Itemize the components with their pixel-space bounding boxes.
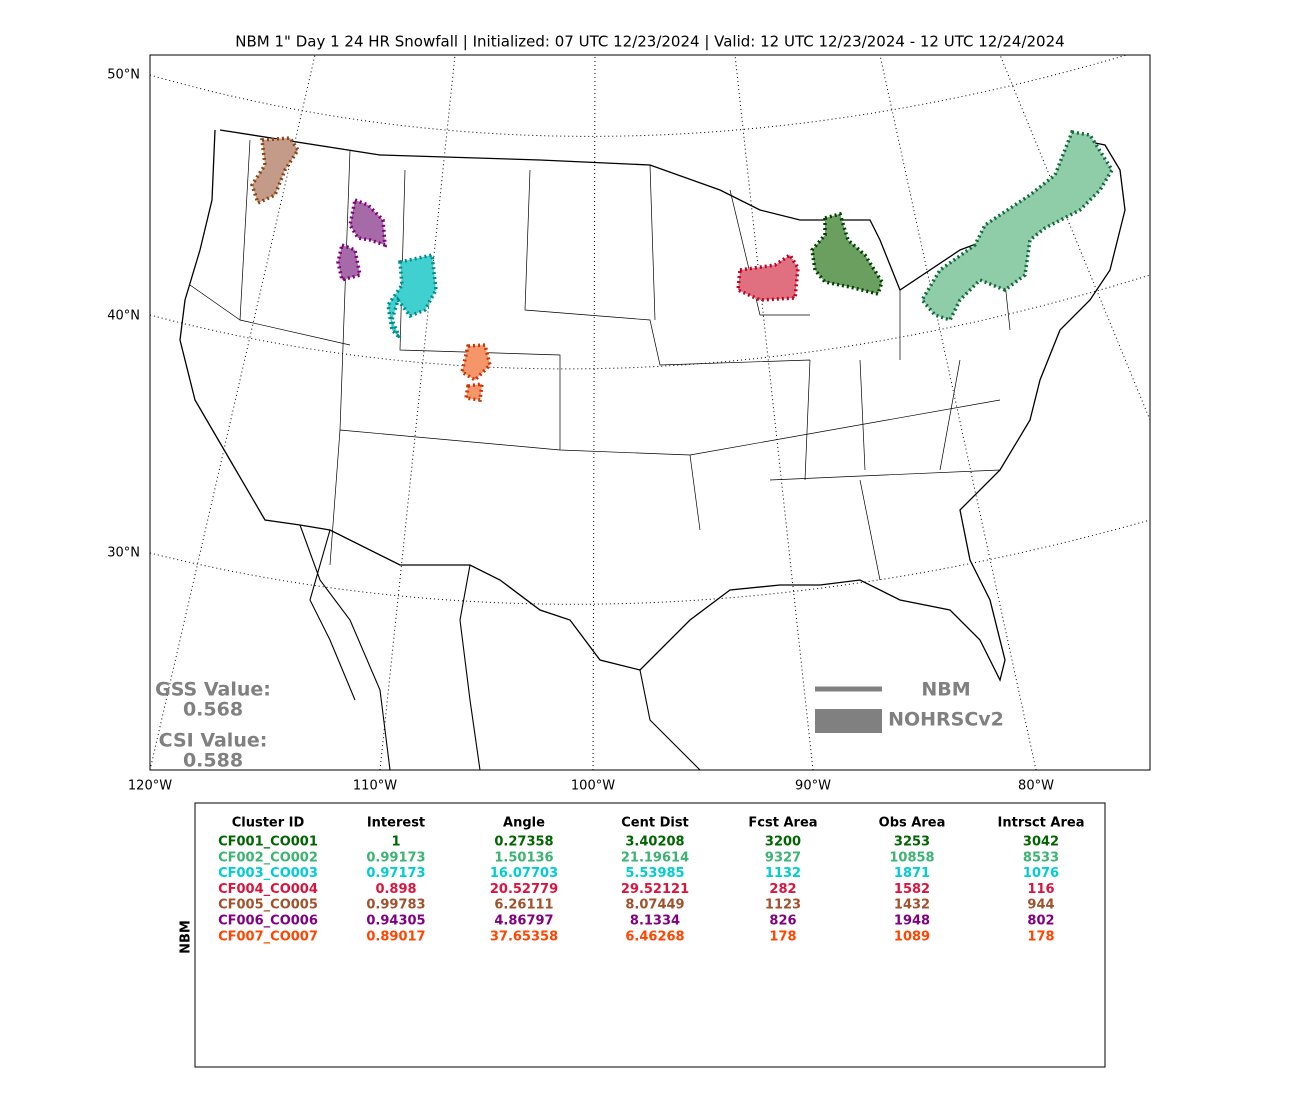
table-cell: CF006_CO006 [218,914,318,929]
table-cell: CF005_CO005 [218,898,318,913]
table-cell: 944 [1027,898,1054,913]
map-frame [149,54,1151,771]
lat-label: 40°N [107,309,140,324]
column-header: Fcst Area [748,816,817,831]
snow-clusters [250,130,1115,402]
table-cell: 3253 [894,835,930,850]
table-cell: 802 [1027,914,1054,929]
table-cell: 20.52779 [490,882,558,897]
table-cell: 282 [769,882,796,897]
table-cell: 5.53985 [625,866,684,881]
title: NBM 1" Day 1 24 HR Snowfall | Initialize… [235,33,1064,51]
graticule [150,55,1150,605]
table-cell: 3200 [765,835,801,850]
table-cell: 0.94305 [366,914,425,929]
table-cell: 1432 [894,898,930,913]
land-outline [179,129,1126,682]
table-cell: 1132 [765,866,801,881]
cluster-cf006 [336,197,387,283]
table-cell: 1.50136 [494,850,553,865]
mexico-outline [299,524,701,770]
table-cell: 1 [391,835,400,850]
table-cell: 3.40208 [625,835,684,850]
column-header: Cluster ID [232,816,305,831]
legend-label: NBM [921,679,970,701]
table-frame [194,802,1106,1068]
map: 50°N 40°N 30°N 120°W 110°W 100°W 90°W 80… [107,54,1151,794]
lon-label: 120°W [128,779,172,794]
lon-label: 110°W [353,779,397,794]
table-cell: 10858 [889,850,934,865]
table-cell: 1582 [894,882,930,897]
table-cell: 1948 [894,914,930,929]
table-cell: 0.99783 [366,898,425,913]
graticule [150,55,1150,770]
table-cell: 0.97173 [366,866,425,881]
column-header: Interest [367,816,425,831]
lat-label: 30°N [107,546,140,561]
column-header: Cent Dist [621,816,689,831]
cluster-cf001 [810,211,884,297]
csi-label: CSI Value: [159,730,268,752]
stats-table: NBM Cluster ID Interest Angle Cent Dist Fcst… [179,802,1106,1068]
table-cell: 0.898 [375,882,416,897]
table-cell: 826 [769,914,796,929]
table-cell: 29.52121 [621,882,689,897]
lon-label: 80°W [1018,779,1054,794]
column-header: Angle [503,816,545,831]
table-cell: 37.65358 [490,929,558,944]
table-cell: 1871 [894,866,930,881]
csi-value: 0.588 [183,750,243,772]
gss-value: 0.568 [183,699,243,721]
table-cell: 6.46268 [625,929,684,944]
table-cell: 8.1334 [630,914,680,929]
table-cell: 4.86797 [494,914,553,929]
table-cell: 1076 [1023,866,1059,881]
table-cell: 9327 [765,850,801,865]
cluster-cf003 [386,252,438,340]
table-cell: 8533 [1023,850,1059,865]
cluster-cf007 [460,343,492,402]
table-cell: CF001_CO001 [218,835,318,850]
table-cell: 0.27358 [494,835,553,850]
side-label: NBM [179,920,194,954]
state-lines [189,139,1011,581]
table-cell: 0.99173 [366,850,425,865]
legend-label: NOHRSCv2 [888,709,1004,731]
cluster-cf002 [919,130,1115,323]
lon-label: 90°W [795,779,831,794]
table-cell: 1123 [765,898,801,913]
column-header: Intrsct Area [998,816,1085,831]
table-cell: 178 [1027,929,1054,944]
table-cell: CF004_CO004 [218,882,318,897]
table-cell: 21.19614 [621,850,689,865]
gss-label: GSS Value: [155,679,271,701]
table-cell: 3042 [1023,835,1059,850]
lon-label: 100°W [571,779,615,794]
table-cell: CF007_CO007 [218,929,318,944]
table-cell: 0.89017 [366,929,425,944]
legend-swatch [815,709,882,733]
lat-label: 50°N [107,68,140,83]
table-cell: 16.07703 [490,866,558,881]
table-cell: 1089 [894,929,930,944]
cluster-cf005 [250,136,301,206]
table-cell: CF003_CO003 [218,866,318,881]
table-cell: 178 [769,929,796,944]
table-cell: 8.07449 [625,898,684,913]
table-cell: 6.26111 [494,898,553,913]
table-cell: 116 [1027,882,1054,897]
table-cell: CF002_CO002 [218,850,318,865]
cluster-cf004 [736,252,800,302]
column-header: Obs Area [879,816,946,831]
